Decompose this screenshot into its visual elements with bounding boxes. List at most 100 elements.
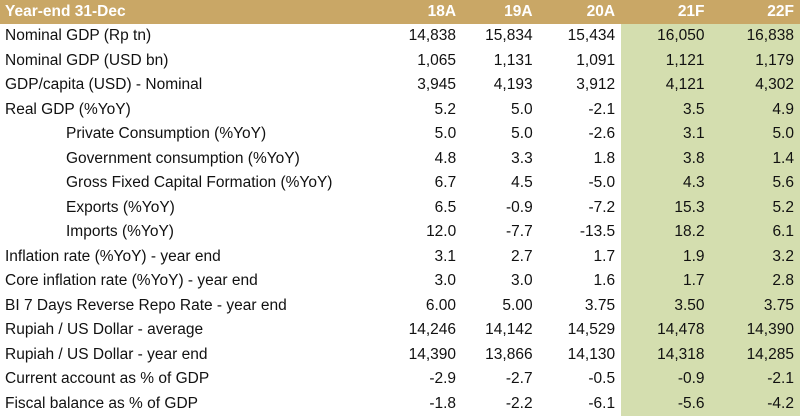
cell-21f: 3.8 xyxy=(621,147,710,172)
cell-21f: 14,478 xyxy=(621,318,710,343)
cell-18a: 4.8 xyxy=(383,150,462,168)
cell-21f: 4,121 xyxy=(621,73,710,98)
cell-19a: 3.0 xyxy=(462,272,539,290)
cell-19a: 5.0 xyxy=(462,101,539,119)
cell-18a: 14,838 xyxy=(383,27,463,45)
cell-20a: -2.1 xyxy=(539,101,622,119)
table-header-row: Year-end 31-Dec 18A 19A 20A 21F 22F xyxy=(0,0,800,24)
row-label: Current account as % of GDP xyxy=(0,370,383,388)
cell-22f: -4.2 xyxy=(711,392,800,416)
cell-19a: 3.3 xyxy=(462,150,539,168)
cell-21f: 1,121 xyxy=(621,49,710,74)
cell-18a: -1.8 xyxy=(383,395,463,413)
cell-20a: -2.6 xyxy=(539,125,621,143)
cell-22f: 5.2 xyxy=(711,196,800,221)
row-label: Rupiah / US Dollar - year end xyxy=(0,346,383,364)
cell-18a: 14,390 xyxy=(383,346,463,364)
row-label: BI 7 Days Reverse Repo Rate - year end xyxy=(0,297,383,315)
cell-18a: -2.9 xyxy=(383,370,463,388)
row-label: Government consumption (%YoY) xyxy=(0,150,383,168)
cell-22f: 4.9 xyxy=(711,98,800,123)
cell-22f: 5.0 xyxy=(711,122,800,147)
row-label: Exports (%YoY) xyxy=(0,199,383,217)
cell-22f: 2.8 xyxy=(711,269,800,294)
row-label: Inflation rate (%YoY) - year end xyxy=(0,248,383,266)
cell-20a: 15,434 xyxy=(539,27,622,45)
cell-19a: 14,142 xyxy=(462,321,539,339)
cell-20a: 1.7 xyxy=(539,248,622,266)
cell-18a: 5.2 xyxy=(383,101,463,119)
cell-22f: -2.1 xyxy=(711,367,800,392)
cell-19a: 5.00 xyxy=(462,297,539,315)
cell-22f: 5.6 xyxy=(711,171,800,196)
cell-19a: 2.7 xyxy=(462,248,539,266)
cell-20a: 1,091 xyxy=(539,52,622,70)
row-label: Nominal GDP (USD bn) xyxy=(0,52,383,70)
cell-22f: 1.4 xyxy=(711,147,800,172)
cell-20a: -7.2 xyxy=(539,199,621,217)
cell-20a: 1.8 xyxy=(539,150,621,168)
row-label: Imports (%YoY) xyxy=(0,223,383,241)
cell-21f: 3.5 xyxy=(621,98,710,123)
table-row: Fiscal balance as % of GDP-1.8-2.2-6.1-5… xyxy=(0,392,800,416)
cell-21f: 3.1 xyxy=(621,122,710,147)
cell-20a: 3.75 xyxy=(539,297,622,315)
cell-22f: 6.1 xyxy=(711,220,800,245)
cell-18a: 14,246 xyxy=(383,321,463,339)
header-col-21f: 21F xyxy=(621,3,710,21)
header-col-18a: 18A xyxy=(383,3,463,21)
cell-21f: 1.7 xyxy=(621,269,710,294)
cell-20a: 14,529 xyxy=(539,321,622,339)
cell-20a: -0.5 xyxy=(539,370,622,388)
cell-19a: 4,193 xyxy=(462,76,539,94)
cell-20a: 3,912 xyxy=(539,76,622,94)
cell-20a: 1.6 xyxy=(539,272,622,290)
cell-21f: 14,318 xyxy=(621,343,710,368)
cell-21f: 1.9 xyxy=(621,245,710,270)
cell-21f: 4.3 xyxy=(621,171,710,196)
cell-19a: -7.7 xyxy=(462,223,539,241)
header-col-19a: 19A xyxy=(462,3,539,21)
table-row: Current account as % of GDP-2.9-2.7-0.5-… xyxy=(0,367,800,392)
cell-19a: 5.0 xyxy=(462,125,539,143)
cell-19a: -0.9 xyxy=(462,199,539,217)
row-label: Fiscal balance as % of GDP xyxy=(0,395,383,413)
cell-18a: 6.5 xyxy=(383,199,462,217)
header-label: Year-end 31-Dec xyxy=(0,3,383,21)
cell-19a: 15,834 xyxy=(462,27,539,45)
row-label: Real GDP (%YoY) xyxy=(0,101,383,119)
cell-21f: -0.9 xyxy=(621,367,710,392)
row-label: GDP/capita (USD) - Nominal xyxy=(0,76,383,94)
cell-21f: 16,050 xyxy=(621,24,710,49)
cell-22f: 1,179 xyxy=(711,49,800,74)
cell-21f: 18.2 xyxy=(621,220,710,245)
cell-18a: 3,945 xyxy=(383,76,463,94)
cell-22f: 14,390 xyxy=(711,318,800,343)
cell-20a: -13.5 xyxy=(539,223,621,241)
row-label: Core inflation rate (%YoY) - year end xyxy=(0,272,383,290)
cell-22f: 3.75 xyxy=(711,294,800,319)
cell-18a: 12.0 xyxy=(383,223,462,241)
cell-22f: 4,302 xyxy=(711,73,800,98)
cell-19a: 13,866 xyxy=(462,346,539,364)
cell-19a: -2.7 xyxy=(462,370,539,388)
header-col-22f: 22F xyxy=(711,3,800,21)
cell-18a: 5.0 xyxy=(383,125,462,143)
cell-20a: -5.0 xyxy=(539,174,621,192)
cell-18a: 3.0 xyxy=(383,272,463,290)
header-col-20a: 20A xyxy=(539,3,622,21)
row-label: Private Consumption (%YoY) xyxy=(0,125,383,143)
